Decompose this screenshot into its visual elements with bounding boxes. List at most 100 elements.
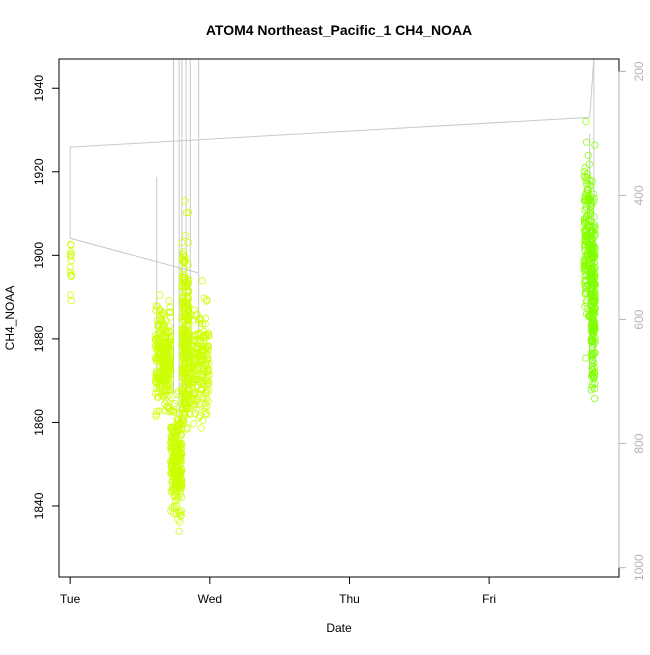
data-point [178, 368, 187, 377]
data-point [152, 302, 160, 310]
data-point [67, 248, 75, 256]
data-point [580, 218, 589, 226]
data-point [178, 416, 187, 425]
data-point [165, 355, 173, 364]
data-point [164, 382, 172, 390]
data-point [157, 318, 165, 327]
y-tick-label: 1940 [32, 75, 46, 102]
data-point [590, 288, 599, 297]
data-point [202, 402, 211, 411]
data-point [163, 366, 172, 375]
data-point [204, 381, 212, 389]
data-point [156, 291, 164, 299]
data-point [187, 311, 195, 319]
data-point [590, 248, 598, 256]
data-point [165, 327, 173, 335]
trace-segment [70, 237, 199, 274]
data-point [172, 486, 180, 495]
data-point [179, 258, 187, 266]
data-point [588, 270, 597, 278]
data-point [582, 138, 591, 146]
data-point [178, 325, 186, 333]
y-axis: 1840 1860 1880 1900 1920 1940 [32, 75, 60, 519]
data-point [202, 376, 210, 385]
data-point [202, 409, 211, 418]
data-point [583, 186, 591, 194]
data-point [582, 354, 590, 362]
data-point [179, 250, 188, 259]
data-point [166, 328, 174, 336]
data-point [195, 389, 203, 398]
data-point [66, 263, 74, 272]
data-point [188, 396, 197, 404]
data-point [588, 199, 596, 208]
data-point [162, 339, 170, 347]
data-point [157, 374, 166, 382]
data-point [171, 446, 180, 454]
data-point [201, 381, 209, 389]
data-point [589, 337, 597, 345]
data-point [167, 487, 176, 495]
data-point [162, 316, 170, 324]
data-point [187, 380, 196, 388]
data-point [182, 209, 190, 217]
data-point [152, 307, 160, 315]
y-tick-label: 1900 [32, 242, 46, 269]
data-point [590, 294, 598, 302]
data-point [188, 342, 196, 351]
data-point [152, 410, 160, 418]
data-point [180, 392, 188, 400]
data-point [186, 350, 194, 358]
x-tick-label: Wed [198, 592, 222, 606]
data-point [196, 319, 204, 327]
data-point [586, 207, 594, 215]
data-point [191, 336, 200, 344]
data-point [153, 302, 162, 311]
data-point [177, 431, 185, 439]
trace-segment [589, 58, 595, 118]
data-point [159, 322, 167, 331]
data-point [200, 347, 208, 356]
data-point [202, 296, 211, 304]
data-point [158, 311, 166, 319]
data-point [590, 374, 598, 382]
data-point [67, 241, 75, 249]
data-point [153, 393, 162, 401]
data-point [194, 375, 202, 384]
data-point [193, 344, 201, 352]
data-point [588, 308, 597, 316]
y-right-tick-label: 800 [632, 433, 646, 453]
data-point [179, 341, 187, 349]
data-point [176, 478, 185, 487]
data-point [588, 352, 596, 360]
data-point [587, 269, 595, 277]
data-point [154, 388, 162, 396]
data-point [588, 383, 596, 391]
data-point [195, 356, 204, 364]
data-point [586, 211, 595, 219]
data-point [587, 266, 596, 274]
data-point [172, 458, 180, 466]
data-point [588, 238, 596, 247]
data-point [67, 297, 75, 305]
data-point [198, 277, 206, 285]
data-point [66, 291, 75, 299]
data-point [588, 362, 597, 370]
data-point [186, 329, 194, 338]
data-point [196, 412, 204, 420]
data-point [168, 436, 176, 444]
data-point [204, 356, 212, 364]
data-point [153, 407, 161, 416]
data-point [169, 476, 177, 484]
y-tick-label: 1880 [32, 325, 46, 352]
y-right-tick-label: 1000 [632, 554, 646, 581]
data-point [588, 222, 597, 231]
data-point [583, 170, 592, 178]
data-point [170, 408, 178, 416]
data-point [169, 407, 177, 415]
data-point [194, 329, 202, 338]
data-point [177, 512, 185, 520]
data-point [184, 322, 193, 331]
data-point [582, 234, 590, 243]
